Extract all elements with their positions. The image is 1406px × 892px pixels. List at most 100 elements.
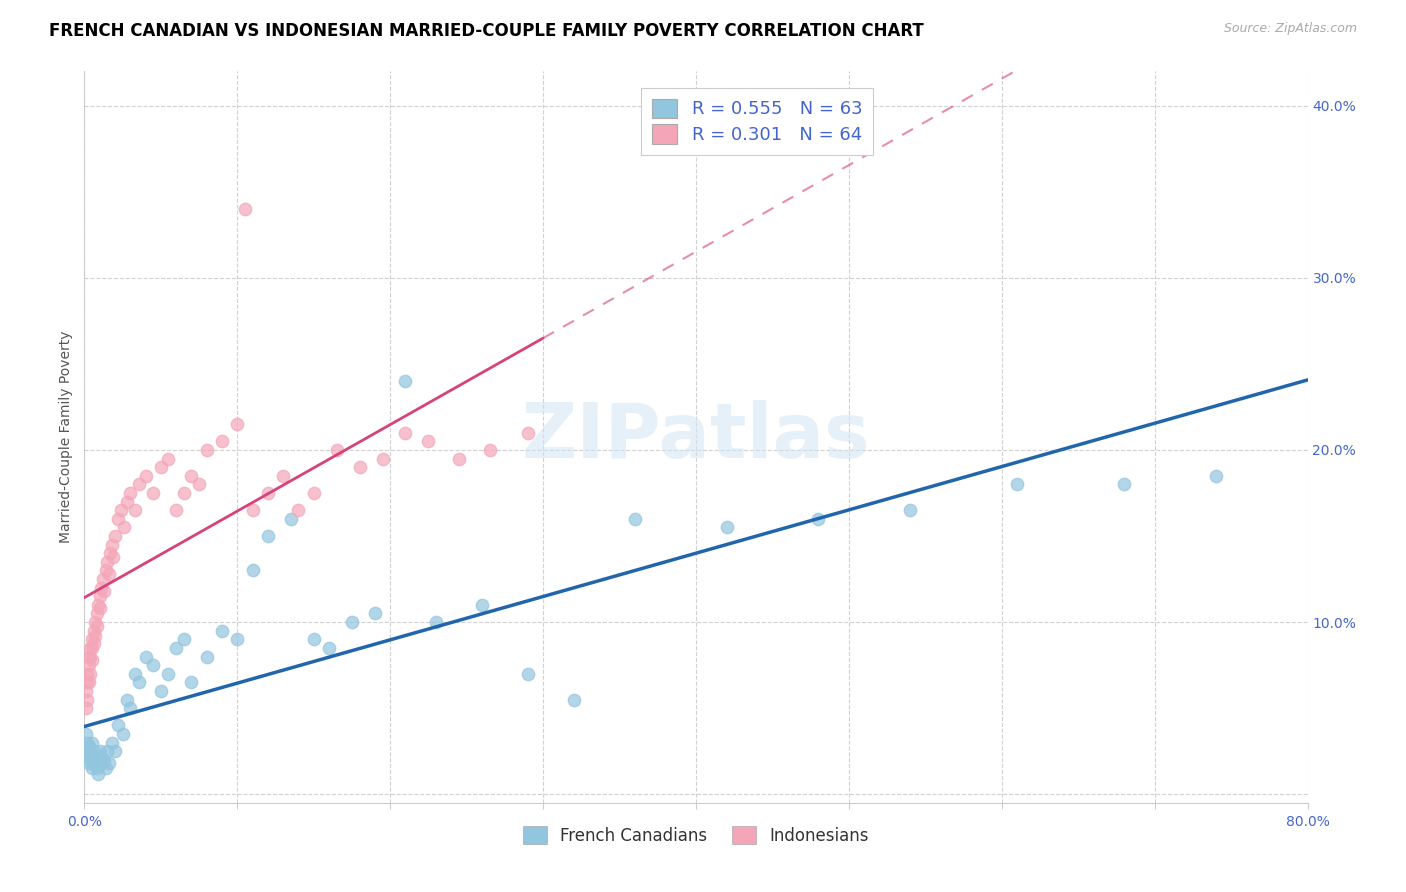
Point bbox=[79, 640, 101, 655]
Point bbox=[257, 529, 280, 543]
Point bbox=[91, 756, 114, 771]
Point bbox=[91, 572, 114, 586]
Point bbox=[120, 486, 142, 500]
Point bbox=[364, 607, 387, 621]
Text: FRENCH CANADIAN VS INDONESIAN MARRIED-COUPLE FAMILY POVERTY CORRELATION CHART: FRENCH CANADIAN VS INDONESIAN MARRIED-CO… bbox=[49, 22, 924, 40]
Point bbox=[90, 749, 112, 764]
Point bbox=[128, 477, 150, 491]
Point bbox=[149, 460, 172, 475]
Point bbox=[98, 546, 121, 560]
Point bbox=[87, 766, 110, 780]
Point bbox=[84, 615, 107, 629]
Point bbox=[76, 666, 98, 681]
Legend: French Canadians, Indonesians: French Canadians, Indonesians bbox=[515, 818, 877, 853]
Point bbox=[77, 749, 100, 764]
Point bbox=[188, 477, 211, 491]
Point bbox=[195, 649, 218, 664]
Point bbox=[77, 649, 100, 664]
Point bbox=[135, 649, 157, 664]
Point bbox=[77, 739, 100, 753]
Point bbox=[318, 640, 340, 655]
Point bbox=[75, 701, 97, 715]
Point bbox=[87, 598, 110, 612]
Point bbox=[80, 653, 103, 667]
Point bbox=[86, 618, 108, 632]
Point bbox=[112, 520, 135, 534]
Point bbox=[97, 756, 120, 771]
Point bbox=[76, 744, 98, 758]
Point bbox=[93, 584, 115, 599]
Point bbox=[76, 675, 98, 690]
Point bbox=[89, 601, 111, 615]
Point bbox=[142, 486, 165, 500]
Point bbox=[624, 512, 647, 526]
Point bbox=[94, 564, 117, 578]
Point bbox=[142, 658, 165, 673]
Point bbox=[94, 761, 117, 775]
Point bbox=[111, 727, 134, 741]
Point bbox=[195, 442, 218, 457]
Point bbox=[80, 735, 103, 749]
Point bbox=[79, 753, 101, 767]
Point bbox=[135, 468, 157, 483]
Point bbox=[84, 749, 107, 764]
Point bbox=[1205, 468, 1227, 483]
Point bbox=[79, 649, 101, 664]
Point bbox=[394, 425, 416, 440]
Point bbox=[86, 761, 108, 775]
Point bbox=[287, 503, 309, 517]
Point bbox=[86, 753, 108, 767]
Point bbox=[242, 503, 264, 517]
Y-axis label: Married-Couple Family Poverty: Married-Couple Family Poverty bbox=[59, 331, 73, 543]
Point bbox=[84, 756, 107, 771]
Point bbox=[89, 589, 111, 603]
Point bbox=[157, 451, 180, 466]
Point bbox=[101, 735, 124, 749]
Point bbox=[173, 632, 195, 647]
Point bbox=[180, 675, 202, 690]
Point bbox=[104, 744, 127, 758]
Point bbox=[89, 744, 111, 758]
Point bbox=[418, 434, 440, 449]
Point bbox=[271, 468, 294, 483]
Point bbox=[349, 460, 371, 475]
Point bbox=[120, 701, 142, 715]
Point bbox=[149, 684, 172, 698]
Point bbox=[516, 666, 538, 681]
Point bbox=[226, 632, 249, 647]
Point bbox=[211, 624, 233, 638]
Point bbox=[76, 735, 98, 749]
Point bbox=[233, 202, 256, 216]
Point bbox=[97, 566, 120, 581]
Point bbox=[325, 442, 347, 457]
Point bbox=[211, 434, 233, 449]
Point bbox=[128, 675, 150, 690]
Point bbox=[340, 615, 363, 629]
Point bbox=[75, 727, 97, 741]
Point bbox=[516, 425, 538, 440]
Point bbox=[1114, 477, 1136, 491]
Point bbox=[302, 486, 325, 500]
Point bbox=[165, 640, 187, 655]
Point bbox=[79, 666, 101, 681]
Point bbox=[90, 581, 112, 595]
Point bbox=[96, 555, 118, 569]
Point bbox=[107, 512, 129, 526]
Point bbox=[80, 761, 103, 775]
Point bbox=[80, 640, 103, 655]
Point bbox=[115, 692, 138, 706]
Point bbox=[562, 692, 585, 706]
Point bbox=[110, 503, 132, 517]
Point bbox=[180, 468, 202, 483]
Point bbox=[226, 417, 249, 432]
Point bbox=[124, 666, 146, 681]
Point bbox=[83, 753, 105, 767]
Point bbox=[93, 753, 115, 767]
Point bbox=[425, 615, 447, 629]
Point bbox=[96, 744, 118, 758]
Point bbox=[807, 512, 830, 526]
Point bbox=[716, 520, 738, 534]
Point bbox=[86, 607, 108, 621]
Text: Source: ZipAtlas.com: Source: ZipAtlas.com bbox=[1223, 22, 1357, 36]
Point bbox=[103, 549, 125, 564]
